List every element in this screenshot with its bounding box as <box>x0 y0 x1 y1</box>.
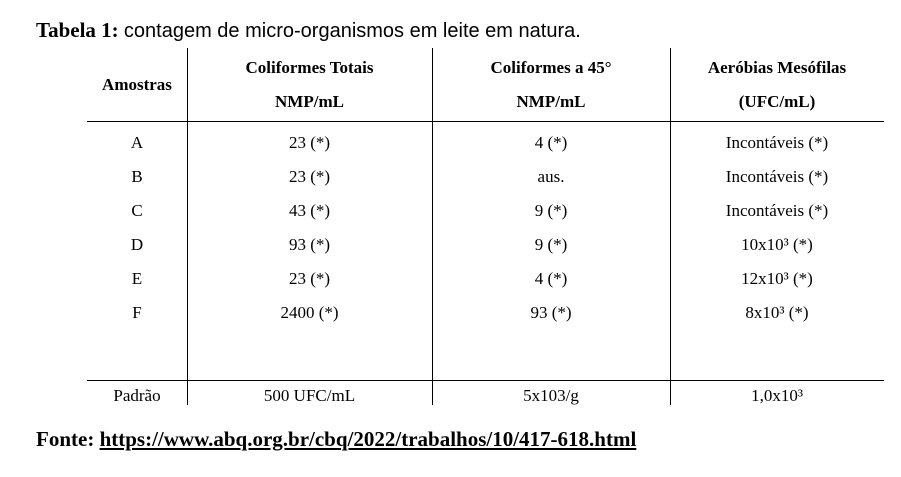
table-header-row: Amostras Coliformes Totais NMP/mL Colifo… <box>87 48 884 122</box>
cell-aerobias-mesofilas: 10x10³ (*) <box>741 235 813 254</box>
table-body: A 23 (*) 4 (*) Incontáveis (*) B 23 (*) aus. In… <box>87 126 884 330</box>
standard-coliformes-totais: 500 UFC/mL <box>263 386 356 405</box>
caption-label: Tabela 1: <box>36 18 119 42</box>
cell-aerobias-mesofilas: Incontáveis (*) <box>725 167 829 186</box>
cell-coliformes-45: 9 (*) <box>534 201 568 220</box>
cell-aerobias-mesofilas: Incontáveis (*) <box>725 201 829 220</box>
table-spacer <box>87 330 884 381</box>
cell-aerobias-mesofilas: Incontáveis (*) <box>725 133 829 152</box>
standard-label: Padrão <box>113 386 161 405</box>
column-divider <box>432 48 433 405</box>
cell-coliformes-totais: 43 (*) <box>288 201 331 220</box>
cell-coliformes-totais: 23 (*) <box>288 133 331 152</box>
cell-coliformes-totais: 23 (*) <box>288 167 331 186</box>
cell-coliformes-45: 4 (*) <box>534 269 568 288</box>
standard-coliformes-45: 5x103/g <box>523 386 579 405</box>
cell-sample: A <box>130 133 144 152</box>
source-line: Fonte: https://www.abq.org.br/cbq/2022/t… <box>36 427 636 452</box>
header-amostras: Amostras <box>102 74 172 94</box>
column-divider <box>670 48 671 405</box>
cell-coliformes-totais: 93 (*) <box>288 235 331 254</box>
cell-coliformes-totais: 2400 (*) <box>280 303 339 322</box>
standard-aerobias: 1,0x10³ <box>751 386 803 405</box>
column-divider <box>187 48 188 405</box>
table-row: A 23 (*) 4 (*) Incontáveis (*) <box>87 126 884 160</box>
cell-coliformes-45: aus. <box>537 167 565 186</box>
cell-aerobias-mesofilas: 12x10³ (*) <box>741 269 813 288</box>
table-row: C 43 (*) 9 (*) Incontáveis (*) <box>87 194 884 228</box>
cell-sample: E <box>131 269 143 288</box>
table-row: F 2400 (*) 93 (*) 8x10³ (*) <box>87 296 884 330</box>
table-row: D 93 (*) 9 (*) 10x10³ (*) <box>87 228 884 262</box>
cell-aerobias-mesofilas: 8x10³ (*) <box>745 303 809 322</box>
cell-sample: F <box>132 303 142 322</box>
standard-row: Padrão 500 UFC/mL 5x103/g 1,0x10³ <box>87 381 884 425</box>
cell-coliformes-totais: 23 (*) <box>288 269 331 288</box>
header-coliformes-totais: Coliformes Totais NMP/mL <box>245 57 374 111</box>
cell-sample: C <box>131 201 143 220</box>
caption-text: contagem de micro-organismos em leite em… <box>123 20 581 42</box>
table-row: B 23 (*) aus. Incontáveis (*) <box>87 160 884 194</box>
cell-sample: D <box>130 235 144 254</box>
cell-coliformes-45: 93 (*) <box>530 303 572 322</box>
cell-sample: B <box>131 167 143 186</box>
microorganism-table: Amostras Coliformes Totais NMP/mL Colifo… <box>87 48 884 425</box>
table-caption: Tabela 1: contagem de micro-organismos e… <box>36 18 581 43</box>
header-aerobias-mesofilas: Aeróbias Mesófilas (UFC/mL) <box>707 57 847 111</box>
source-link[interactable]: https://www.abq.org.br/cbq/2022/trabalho… <box>99 427 637 451</box>
cell-coliformes-45: 9 (*) <box>534 235 568 254</box>
table-row: E 23 (*) 4 (*) 12x10³ (*) <box>87 262 884 296</box>
header-coliformes-45: Coliformes a 45° NMP/mL <box>490 57 612 111</box>
cell-coliformes-45: 4 (*) <box>534 133 568 152</box>
source-label: Fonte: <box>36 427 95 451</box>
